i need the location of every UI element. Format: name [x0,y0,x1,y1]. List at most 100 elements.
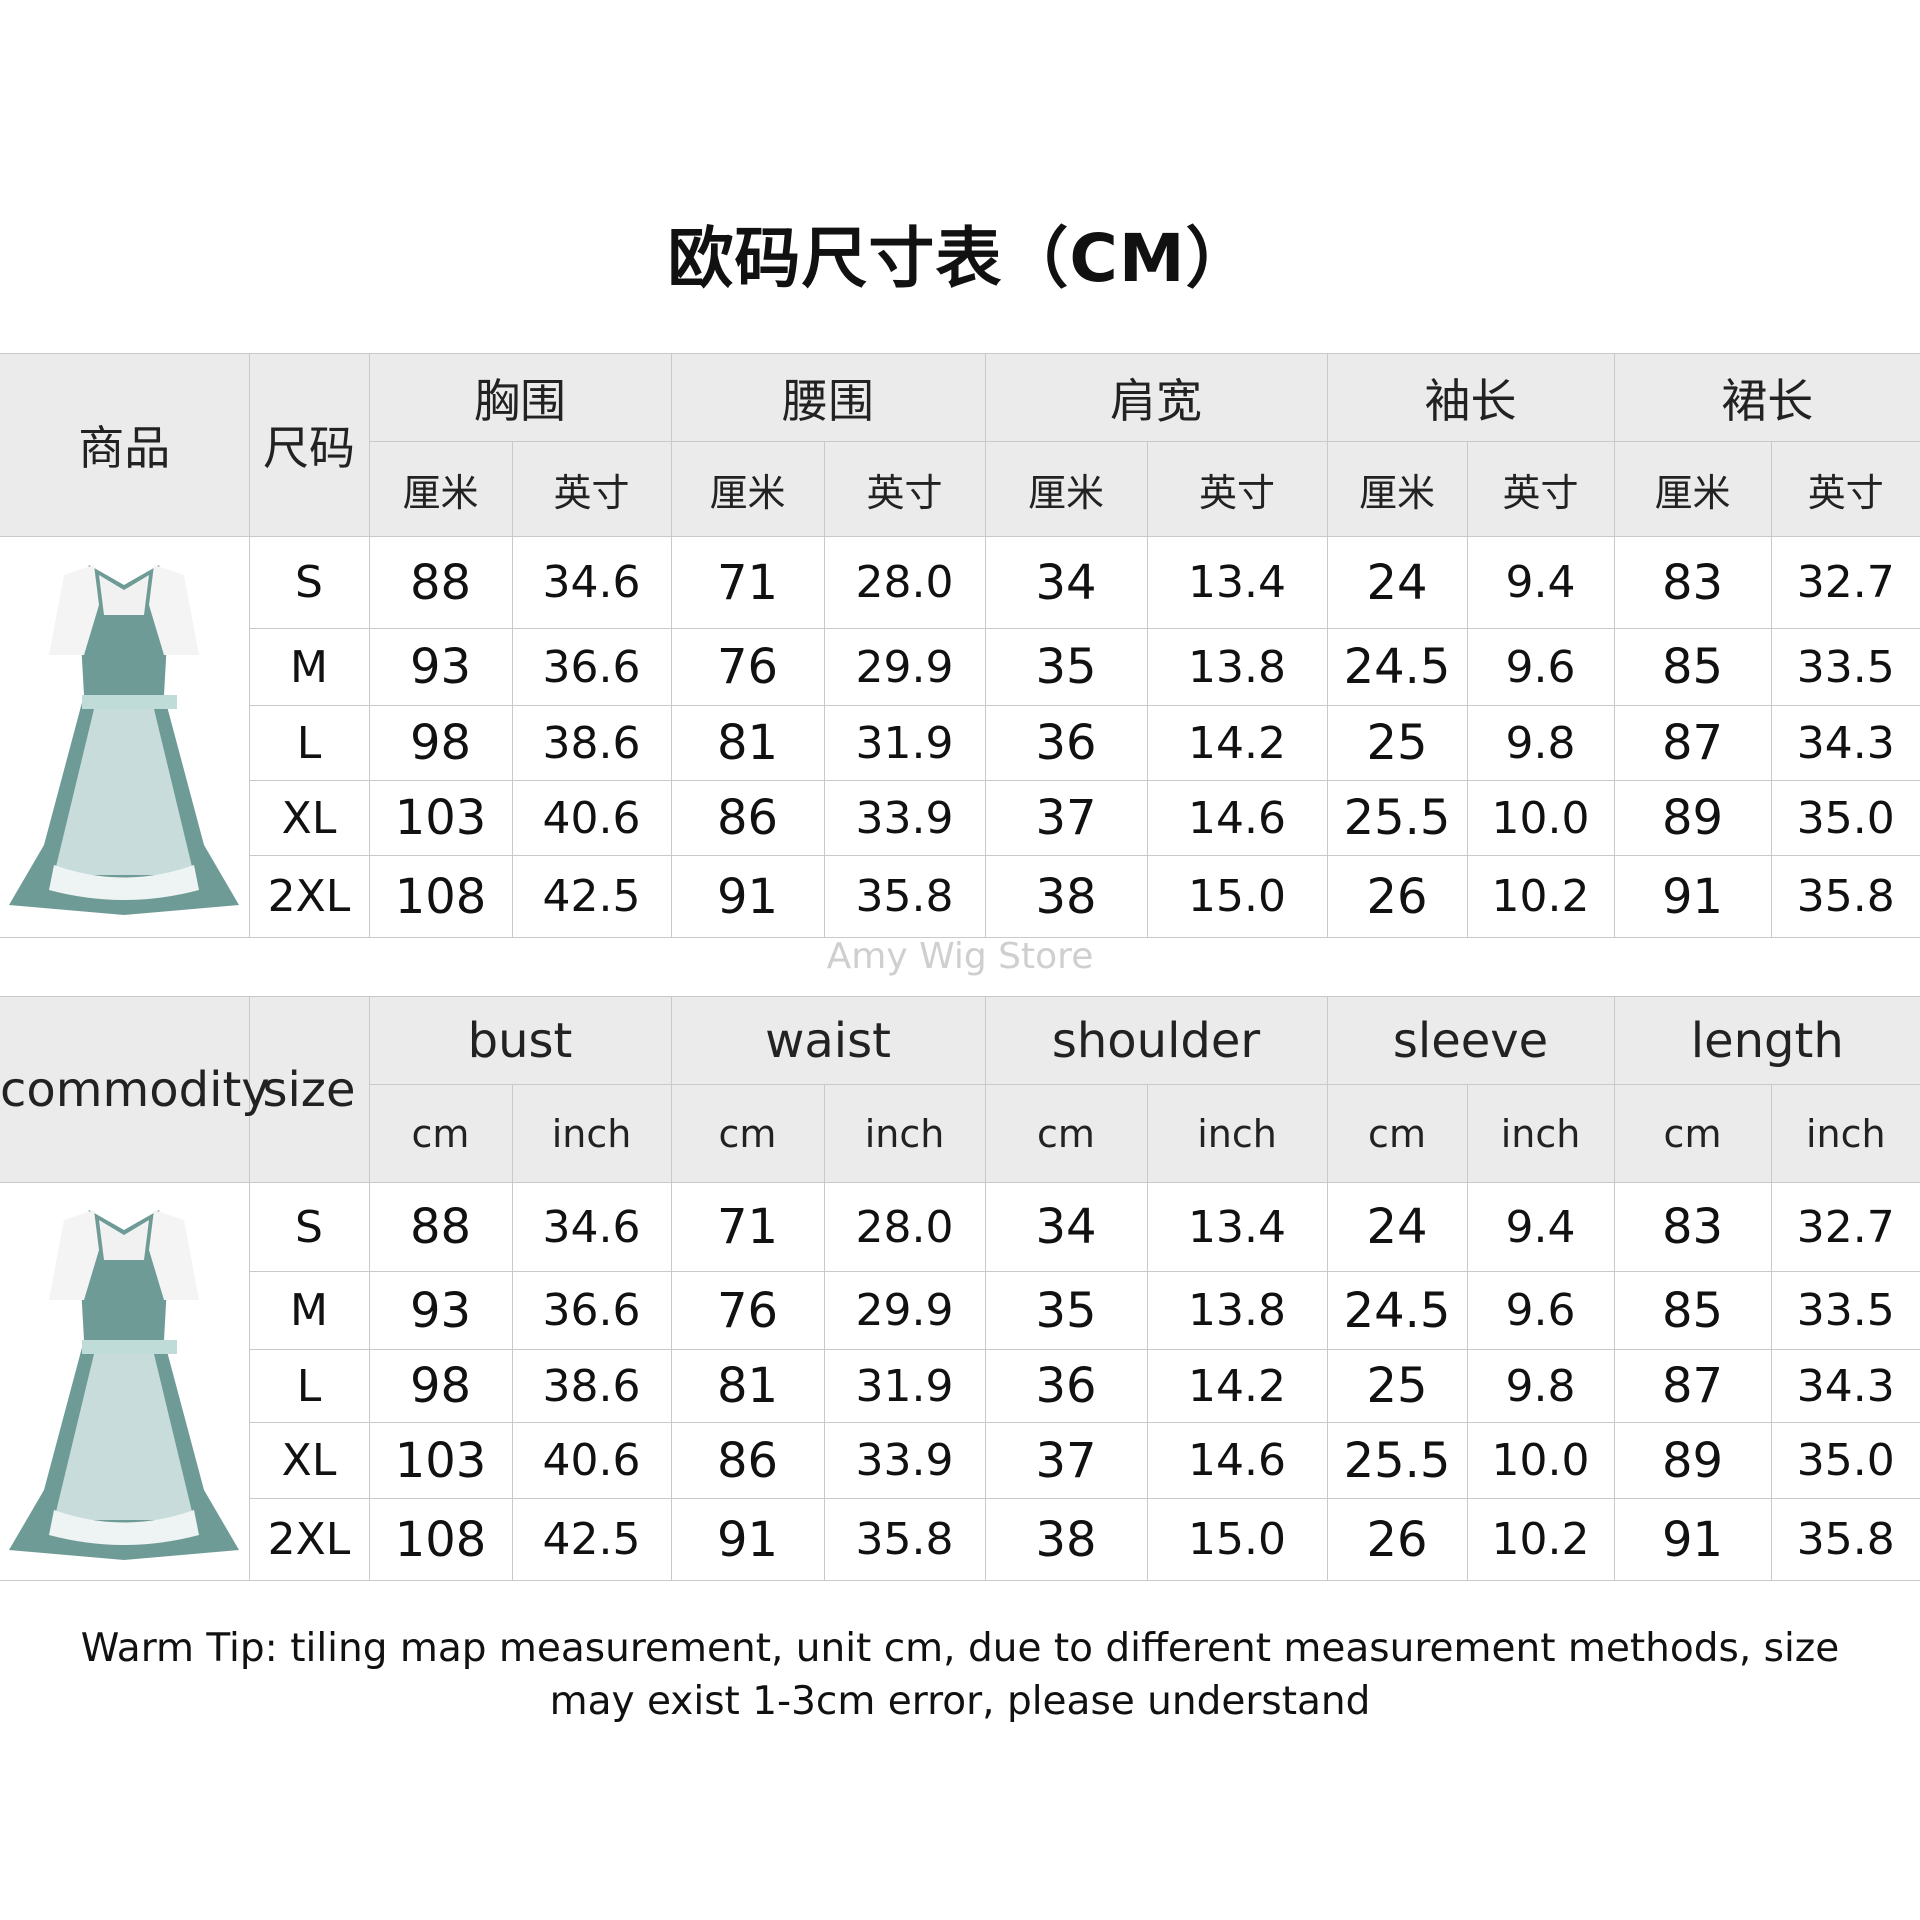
unit-inch-header: inch [1146,1084,1328,1183]
inch-value: 33.9 [823,780,986,856]
inch-value: 32.7 [1770,1182,1920,1272]
unit-cm-header: 厘米 [369,441,513,537]
cm-value: 35 [984,1271,1148,1350]
inch-value: 38.6 [511,1349,672,1423]
cm-value: 37 [984,780,1148,856]
table-row: S 88 34.6 71 28.0 34 13.4 24 9.4 83 32.7 [0,536,1920,938]
unit-inch-header: inch [1770,1084,1920,1183]
cm-value: 71 [670,536,825,629]
inch-value: 36.6 [511,1271,672,1350]
unit-inch-header: 英寸 [823,441,986,537]
inch-value: 33.5 [1770,1271,1920,1350]
cm-value: 89 [1613,1422,1772,1499]
table-row: L 98 38.6 81 31.9 36 14.2 25 9.8 87 34.3 [0,705,1920,781]
inch-value: 14.2 [1146,1349,1328,1423]
cm-value: 36 [984,1349,1148,1423]
inch-value: 10.2 [1466,855,1615,938]
table-row: M 93 36.6 76 29.9 35 13.8 24.5 9.6 85 33.5 [0,1271,1920,1350]
inch-value: 29.9 [823,628,986,706]
inch-value: 35.8 [1770,1498,1920,1581]
cm-value: 103 [368,780,513,856]
cm-value: 24 [1326,536,1468,629]
inch-value: 28.0 [823,1182,986,1272]
inch-value: 35.8 [823,1498,986,1581]
inch-value: 9.8 [1466,1349,1615,1423]
size-cell: M [249,628,370,706]
measure-group-header: shoulder [984,996,1328,1085]
unit-inch-header: inch [1466,1084,1615,1183]
table-row: XL 103 40.6 86 33.9 37 14.6 25.5 10.0 89 35.0 [0,1422,1920,1499]
inch-value: 9.8 [1466,705,1615,781]
unit-inch-header: 英寸 [1466,441,1615,537]
inch-value: 9.6 [1466,1271,1615,1350]
measure-group-header: 肩宽 [984,353,1328,442]
cm-value: 108 [368,855,513,938]
cm-value: 25.5 [1326,780,1468,856]
inch-value: 33.5 [1770,628,1920,706]
measure-group-header: waist [670,996,986,1085]
inch-value: 9.4 [1466,536,1615,629]
unit-inch-header: inch [823,1084,986,1183]
cm-value: 87 [1613,705,1772,781]
size-cell: XL [249,780,370,856]
cm-value: 38 [984,855,1148,938]
inch-value: 34.3 [1770,1349,1920,1423]
cm-value: 26 [1326,1498,1468,1581]
inch-value: 13.4 [1146,1182,1328,1272]
inch-value: 10.0 [1466,780,1615,856]
inch-value: 10.0 [1466,1422,1615,1499]
unit-cm-header: 厘米 [1613,441,1772,537]
inch-value: 34.6 [511,536,672,629]
measure-group-header: length [1613,996,1920,1085]
inch-value: 40.6 [511,780,672,856]
cm-value: 83 [1613,536,1772,629]
cm-value: 25.5 [1326,1422,1468,1499]
inch-value: 10.2 [1466,1498,1615,1581]
cm-value: 86 [670,1422,825,1499]
table-row: S 88 34.6 71 28.0 34 13.4 24 9.4 83 32.7 [0,1182,1920,1581]
unit-cm-header: 厘米 [1326,441,1468,537]
unit-inch-header: 英寸 [1770,441,1920,537]
product-image [0,536,250,938]
warm-tip: Warm Tip: tiling map measurement, unit c… [80,1626,1840,1724]
table-row: 2XL 108 42.5 91 35.8 38 15.0 26 10.2 91 35.8 [0,855,1920,938]
inch-value: 9.4 [1466,1182,1615,1272]
cm-value: 38 [984,1498,1148,1581]
size-cell: XL [249,1422,370,1499]
inch-value: 28.0 [823,536,986,629]
table-row: M 93 36.6 76 29.9 35 13.8 24.5 9.6 85 33.5 [0,628,1920,706]
size-cell: L [249,1349,370,1423]
inch-value: 14.2 [1146,705,1328,781]
size-cell: 2XL [249,855,370,938]
unit-cm-header: cm [1613,1084,1772,1183]
inch-value: 13.8 [1146,628,1328,706]
unit-cm-header: cm [369,1084,513,1183]
size-table-chinese: 商品 尺码 胸围 腰围 肩宽 袖长 裙长 厘米 英寸 厘米 英寸 厘米 英寸 厘米 英寸 厘米 英寸 S 88 34… [0,353,1920,938]
measure-group-header: bust [368,996,672,1085]
cm-value: 91 [670,1498,825,1581]
cm-value: 24 [1326,1182,1468,1272]
cm-value: 98 [368,1349,513,1423]
cm-value: 37 [984,1422,1148,1499]
page-title: 欧码尺寸表（CM） [667,220,1253,297]
cm-value: 85 [1613,1271,1772,1350]
product-image [0,1182,250,1581]
inch-value: 34.3 [1770,705,1920,781]
cm-value: 34 [984,1182,1148,1272]
cm-value: 71 [670,1182,825,1272]
cm-value: 91 [670,855,825,938]
unit-cm-header: cm [1326,1084,1468,1183]
cm-value: 25 [1326,705,1468,781]
table-row: L 98 38.6 81 31.9 36 14.2 25 9.8 87 34.3 [0,1349,1920,1423]
cm-value: 88 [368,536,513,629]
inch-value: 36.6 [511,628,672,706]
inch-value: 35.0 [1770,1422,1920,1499]
cm-value: 24.5 [1326,628,1468,706]
inch-value: 13.8 [1146,1271,1328,1350]
cm-value: 81 [670,1349,825,1423]
measure-group-header: sleeve [1326,996,1615,1085]
inch-value: 33.9 [823,1422,986,1499]
cm-value: 83 [1613,1182,1772,1272]
cm-value: 26 [1326,855,1468,938]
inch-value: 13.4 [1146,536,1328,629]
